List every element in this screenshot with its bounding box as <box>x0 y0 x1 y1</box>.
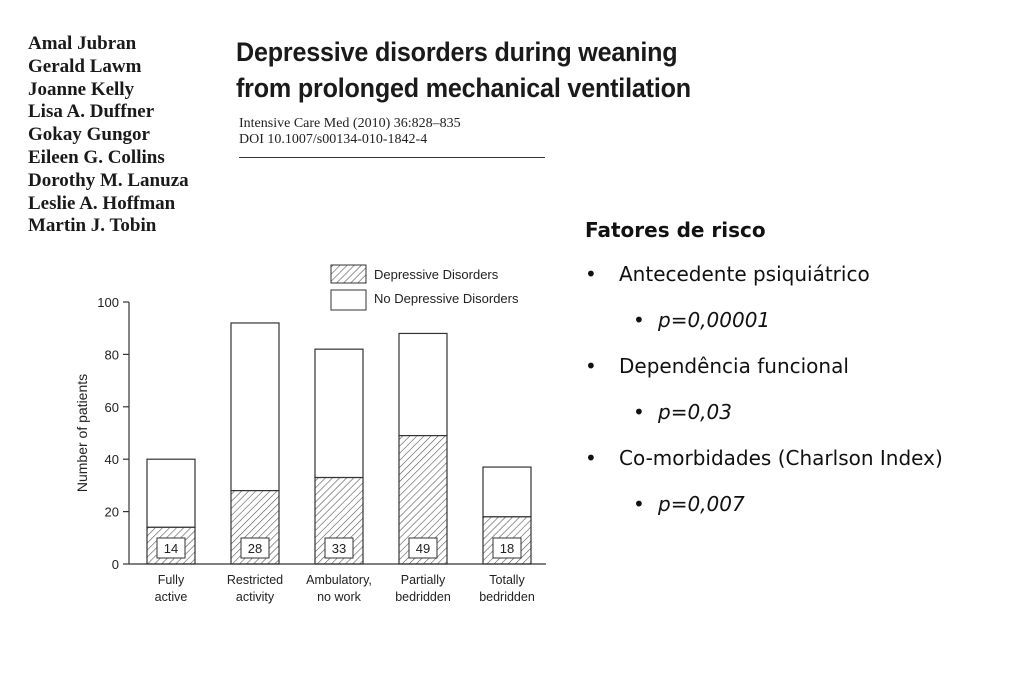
y-axis-label: Number of patients <box>74 374 90 492</box>
data-label-box <box>156 537 186 559</box>
bar-no-depressive <box>230 322 280 492</box>
data-label: 33 <box>332 541 346 556</box>
author-name: Martin J. Tobin <box>28 215 157 237</box>
paper-title-line: from prolonged mechanical ventilation <box>236 73 691 103</box>
author-name: Joanne Kelly <box>28 78 135 100</box>
paper-title-line: Depressive disorders during weaning <box>236 37 678 67</box>
y-tick-label: 0 <box>112 557 119 572</box>
bullet-icon: • <box>585 354 597 378</box>
risk-factor-label: Dependência funcional <box>619 354 849 378</box>
risk-factor-item: • Dependência funcional <box>585 352 1015 380</box>
y-tick-label: 60 <box>105 400 119 415</box>
author-name: Gerald Lawm <box>28 55 142 77</box>
x-tick-label: no work <box>317 590 362 604</box>
data-label: 28 <box>248 541 262 556</box>
data-label-box <box>240 537 270 559</box>
risk-factor-pvalue: • p=0,00001 <box>585 306 1015 334</box>
x-tick-label: bedridden <box>395 590 451 604</box>
risk-factor-pvalue: • p=0,007 <box>585 490 1015 518</box>
x-tick-label: Ambulatory, <box>306 573 372 587</box>
risk-factor-label: Antecedente psiquiátrico <box>619 262 870 286</box>
y-tick-label: 80 <box>105 347 119 362</box>
bullet-icon: • <box>633 308 645 332</box>
risk-factor-label: Co-morbidades (Charlson Index) <box>619 446 943 470</box>
author-name: Amal Jubran <box>28 33 137 54</box>
bar-no-depressive <box>314 348 364 479</box>
legend-swatch-depressive <box>330 264 367 284</box>
bullet-icon: • <box>633 400 645 424</box>
author-name: Leslie A. Hoffman <box>28 192 176 214</box>
author-name: Eileen G. Collins <box>28 146 165 168</box>
chart-legend: Depressive Disorders No Depressive Disor… <box>330 264 519 311</box>
x-tick-label: Partially <box>401 573 446 587</box>
data-label-box <box>408 537 438 559</box>
bar-no-depressive <box>146 458 196 528</box>
legend-label-depressive: Depressive Disorders <box>374 267 499 282</box>
y-tick-label: 20 <box>105 505 119 520</box>
x-tick-label: activity <box>236 590 275 604</box>
legend-label-no-depressive: No Depressive Disorders <box>374 291 519 306</box>
citation-doi: DOI 10.1007/s00134-010-1842-4 <box>239 131 428 147</box>
data-label: 18 <box>500 541 514 556</box>
y-tick-label: 100 <box>97 295 119 310</box>
paper-title: Depressive disorders during weaning from… <box>236 34 691 106</box>
x-tick-label: Restricted <box>227 573 283 587</box>
pvalue-text: p=0,03 <box>658 400 732 424</box>
x-tick-label: Totally <box>489 573 525 587</box>
x-tick-label: Fully <box>158 573 185 587</box>
author-list: Amal Jubran Gerald Lawm Joanne Kelly Lis… <box>28 33 189 238</box>
bullet-icon: • <box>633 492 645 516</box>
data-label-box <box>492 537 522 559</box>
risk-factors-panel: Fatores de risco • Antecedente psiquiátr… <box>585 216 1015 536</box>
chart-canvas: 14 28 33 49 18 0 20 40 60 80 100 Fully active Restr… <box>74 264 546 604</box>
legend-swatch-no-depressive <box>330 289 367 311</box>
x-tick-label: active <box>155 590 188 604</box>
citation-journal: Intensive Care Med (2010) 36:828–835 <box>239 116 461 131</box>
y-tick-label: 40 <box>105 452 119 467</box>
pvalue-text: p=0,00001 <box>658 308 771 332</box>
bullet-icon: • <box>585 446 597 470</box>
data-label-box <box>324 537 354 559</box>
x-tick-label: bedridden <box>479 590 535 604</box>
citation: Intensive Care Med (2010) 36:828–835 DOI… <box>239 116 545 158</box>
stacked-bar-chart: 14 28 33 49 18 0 20 40 60 80 100 Fully active Restr… <box>60 255 560 615</box>
pvalue-text: p=0,007 <box>658 492 745 516</box>
data-label: 49 <box>416 541 430 556</box>
risk-factor-pvalue: • p=0,03 <box>585 398 1015 426</box>
bar-no-depressive <box>482 466 532 518</box>
risk-factors-heading: Fatores de risco <box>585 218 766 242</box>
bar-no-depressive <box>398 332 448 437</box>
risk-factor-item: • Antecedente psiquiátrico <box>585 260 1015 288</box>
bullet-icon: • <box>585 262 597 286</box>
data-label: 14 <box>164 541 178 556</box>
author-name: Lisa A. Duffner <box>28 101 155 123</box>
risk-factor-item: • Co-morbidades (Charlson Index) <box>585 444 1015 472</box>
author-name: Gokay Gungor <box>28 124 150 146</box>
author-name: Dorothy M. Lanuza <box>28 169 189 191</box>
